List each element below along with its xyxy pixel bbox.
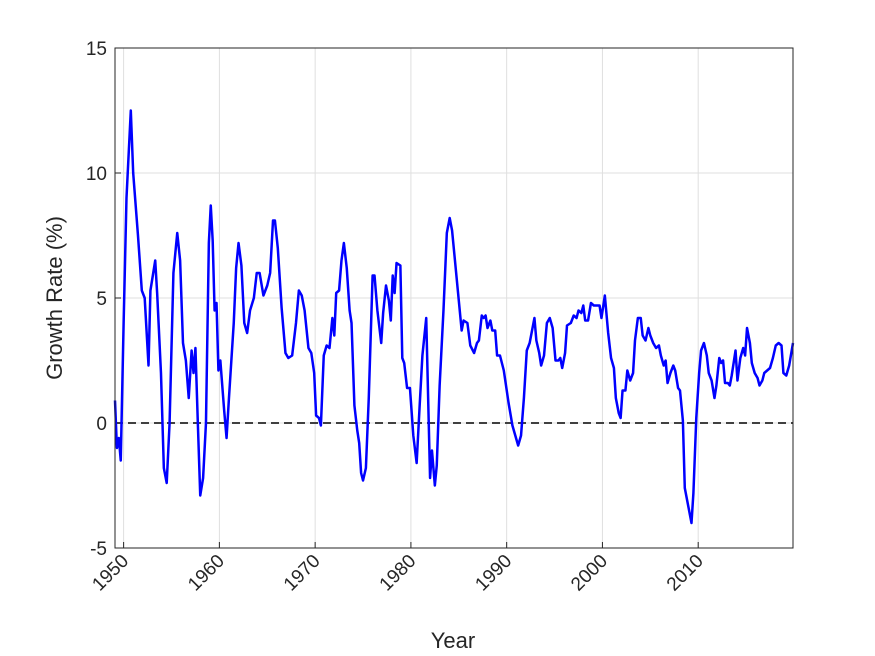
x-tick-label: 1990 xyxy=(471,551,516,596)
data-line xyxy=(113,109,795,525)
y-tick-label: -5 xyxy=(90,539,107,560)
y-tick-label: 0 xyxy=(96,414,107,435)
x-tick-label: 2010 xyxy=(663,551,708,596)
y-tick-label: 15 xyxy=(86,39,107,60)
axes-box xyxy=(114,47,794,549)
x-tick-label: 1980 xyxy=(376,551,421,596)
y-axis-label: Growth Rate (%) xyxy=(42,216,67,380)
x-tick-label: 2000 xyxy=(567,551,612,596)
x-axis-label: Year xyxy=(431,628,475,653)
x-tick-label: 1970 xyxy=(280,551,325,596)
y-tick-label: 10 xyxy=(86,164,107,185)
x-tick-label: 1960 xyxy=(184,551,229,596)
y-tick-label: 5 xyxy=(96,289,107,310)
